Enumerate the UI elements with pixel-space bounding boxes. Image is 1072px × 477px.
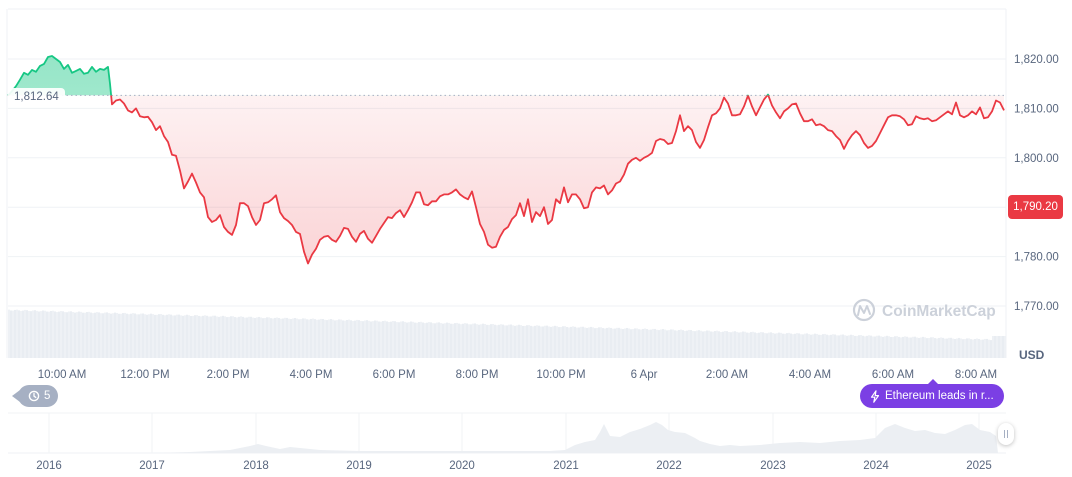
navigator-tick-label: 2017 [139,460,165,472]
navigator-tick-label: 2021 [553,460,579,472]
x-tick-label: 4:00 PM [290,369,333,381]
coinmarketcap-watermark: CoinMarketCap [852,298,996,322]
x-tick-label: 12:00 PM [120,369,169,381]
x-axis: 10:00 AM 12:00 PM 2:00 PM 4:00 PM 6:00 PM 8:0… [38,369,997,381]
x-tick-label: 4:00 AM [789,369,831,381]
navigator-tick-label: 2022 [656,460,682,472]
navigator-tick-label: 2023 [760,460,786,472]
navigator-tick-label: 2020 [449,460,475,472]
coinmarketcap-logo-icon [852,298,876,322]
navigator-history-area [8,422,998,453]
y-tick-label: 1,820.00 [1014,54,1059,66]
y-axis: 1,820.001,810.001,800.001,790.001,780.00… [1014,54,1059,313]
y-tick-label: 1,810.00 [1014,103,1059,115]
x-tick-label: 10:00 AM [38,369,87,381]
navigator-range-handle[interactable] [998,423,1014,445]
x-tick-label: 2:00 AM [706,369,748,381]
svg-text:CoinMarketCap: CoinMarketCap [882,303,996,320]
events-count: 5 [44,390,51,402]
navigator-tick-label: 2019 [346,460,372,472]
currency-label: USD [1019,348,1045,362]
x-tick-label: 6 Apr [631,369,658,381]
news-text: Ethereum leads in r... [885,390,994,402]
navigator-tick-label: 2016 [36,460,62,472]
lightning-icon [870,389,880,403]
history-icon [28,390,40,402]
events-badge[interactable]: 5 [11,385,59,407]
volume-bars [8,309,1006,358]
navigator-tick-label: 2018 [243,460,269,472]
price-area-up [8,56,769,96]
chart-frame [6,8,1007,358]
navigator-tick-label: 2025 [966,460,992,472]
navigator[interactable]: 2016 2017 2018 2019 2020 2021 2022 2023 2024 2025 [8,412,1006,472]
x-tick-label: 10:00 PM [536,369,585,381]
x-tick-label: 2:00 PM [207,369,250,381]
x-tick-label: 6:00 PM [373,369,416,381]
y-tick-label: 1,780.00 [1014,252,1059,264]
x-tick-label: 8:00 PM [456,369,499,381]
price-line-down [7,95,1005,265]
navigator-x-axis: 2016 2017 2018 2019 2020 2021 2022 2023 2024 2025 [36,460,992,472]
navigator-tick-label: 2024 [863,460,889,472]
news-pill[interactable]: Ethereum leads in r... [860,379,1004,408]
x-tick-label: 6:00 AM [872,369,914,381]
current-price-badge: 1,790.20 [1008,195,1063,219]
baseline-price-label: 1,812.64 [8,88,65,106]
y-tick-label: 1,770.00 [1014,301,1059,313]
x-tick-label: 8:00 AM [955,369,997,381]
price-area-down [8,95,1004,264]
y-tick-label: 1,800.00 [1014,153,1059,165]
